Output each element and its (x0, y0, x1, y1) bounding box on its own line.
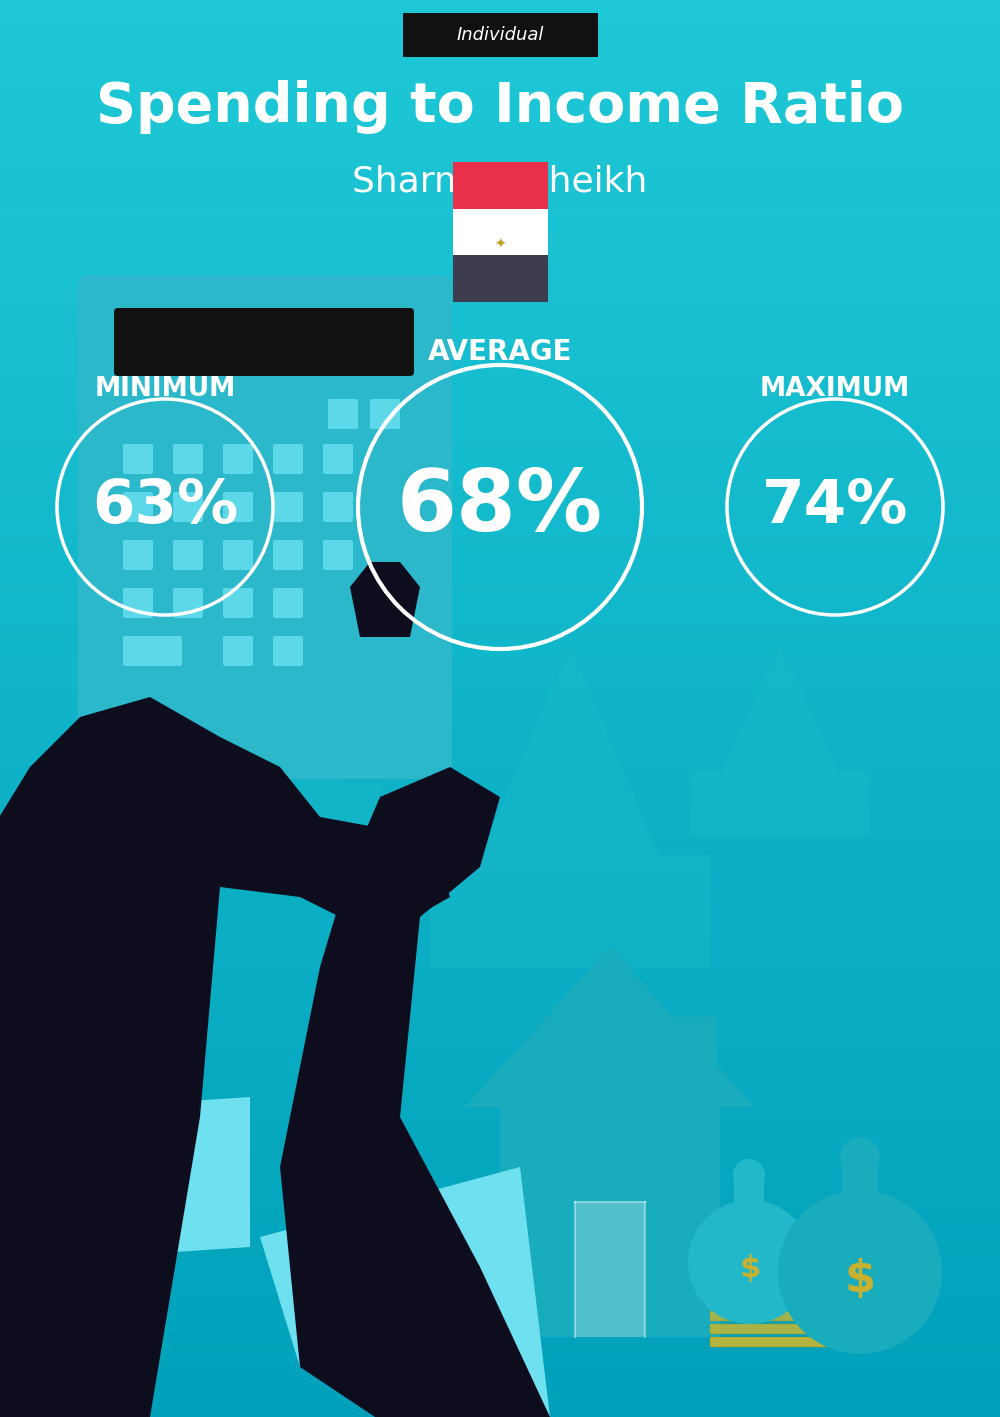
Bar (453, 255, 548, 302)
FancyBboxPatch shape (123, 540, 153, 570)
Polygon shape (180, 648, 380, 857)
Bar (710, 1323, 830, 1333)
FancyBboxPatch shape (173, 588, 203, 618)
FancyBboxPatch shape (78, 275, 452, 779)
FancyBboxPatch shape (223, 636, 253, 666)
FancyBboxPatch shape (123, 492, 153, 521)
FancyBboxPatch shape (223, 540, 253, 570)
FancyBboxPatch shape (323, 444, 353, 475)
Text: MAXIMUM: MAXIMUM (760, 376, 910, 402)
Text: 68%: 68% (397, 466, 603, 548)
Text: Spending to Income Ratio: Spending to Income Ratio (96, 79, 904, 135)
Bar (500, 1107, 720, 1338)
FancyBboxPatch shape (123, 444, 153, 475)
Polygon shape (465, 947, 755, 1107)
Text: AVERAGE: AVERAGE (428, 339, 572, 366)
FancyBboxPatch shape (403, 13, 598, 57)
FancyBboxPatch shape (273, 540, 303, 570)
Text: $: $ (844, 1257, 876, 1301)
FancyBboxPatch shape (323, 492, 353, 521)
Circle shape (733, 1159, 765, 1192)
Polygon shape (260, 1168, 550, 1417)
FancyBboxPatch shape (273, 636, 303, 666)
FancyBboxPatch shape (173, 444, 203, 475)
FancyBboxPatch shape (273, 444, 303, 475)
Bar (675, 1017, 717, 1087)
Bar (842, 1163, 878, 1192)
Polygon shape (280, 767, 550, 1417)
Bar (710, 1285, 830, 1295)
FancyBboxPatch shape (114, 307, 414, 376)
Text: Sharm el-Sheikh: Sharm el-Sheikh (352, 164, 648, 198)
FancyBboxPatch shape (370, 400, 400, 429)
Polygon shape (690, 648, 870, 837)
Text: 74%: 74% (762, 478, 908, 537)
FancyBboxPatch shape (273, 492, 303, 521)
Circle shape (778, 1190, 942, 1355)
FancyBboxPatch shape (223, 492, 253, 521)
FancyBboxPatch shape (123, 636, 182, 666)
FancyBboxPatch shape (328, 400, 358, 429)
FancyBboxPatch shape (123, 588, 153, 618)
Polygon shape (430, 648, 710, 966)
FancyBboxPatch shape (173, 492, 203, 521)
FancyBboxPatch shape (223, 444, 253, 475)
Bar (734, 1180, 764, 1202)
FancyBboxPatch shape (323, 540, 353, 570)
Circle shape (688, 1200, 812, 1323)
Polygon shape (0, 1097, 250, 1267)
FancyBboxPatch shape (223, 588, 253, 618)
Text: MINIMUM: MINIMUM (94, 376, 236, 402)
Bar (710, 1298, 830, 1308)
Bar (710, 1338, 830, 1348)
Text: ✦: ✦ (494, 238, 506, 252)
Text: 63%: 63% (92, 478, 238, 537)
Bar (710, 1311, 830, 1321)
FancyBboxPatch shape (273, 588, 303, 618)
FancyBboxPatch shape (173, 540, 203, 570)
Bar (575, 1202, 645, 1338)
Circle shape (840, 1136, 880, 1178)
Polygon shape (350, 563, 420, 638)
Text: Individual: Individual (456, 26, 544, 44)
Text: $: $ (739, 1254, 761, 1284)
Bar (453, 162, 548, 208)
Polygon shape (0, 697, 450, 1417)
Bar (453, 208, 548, 255)
